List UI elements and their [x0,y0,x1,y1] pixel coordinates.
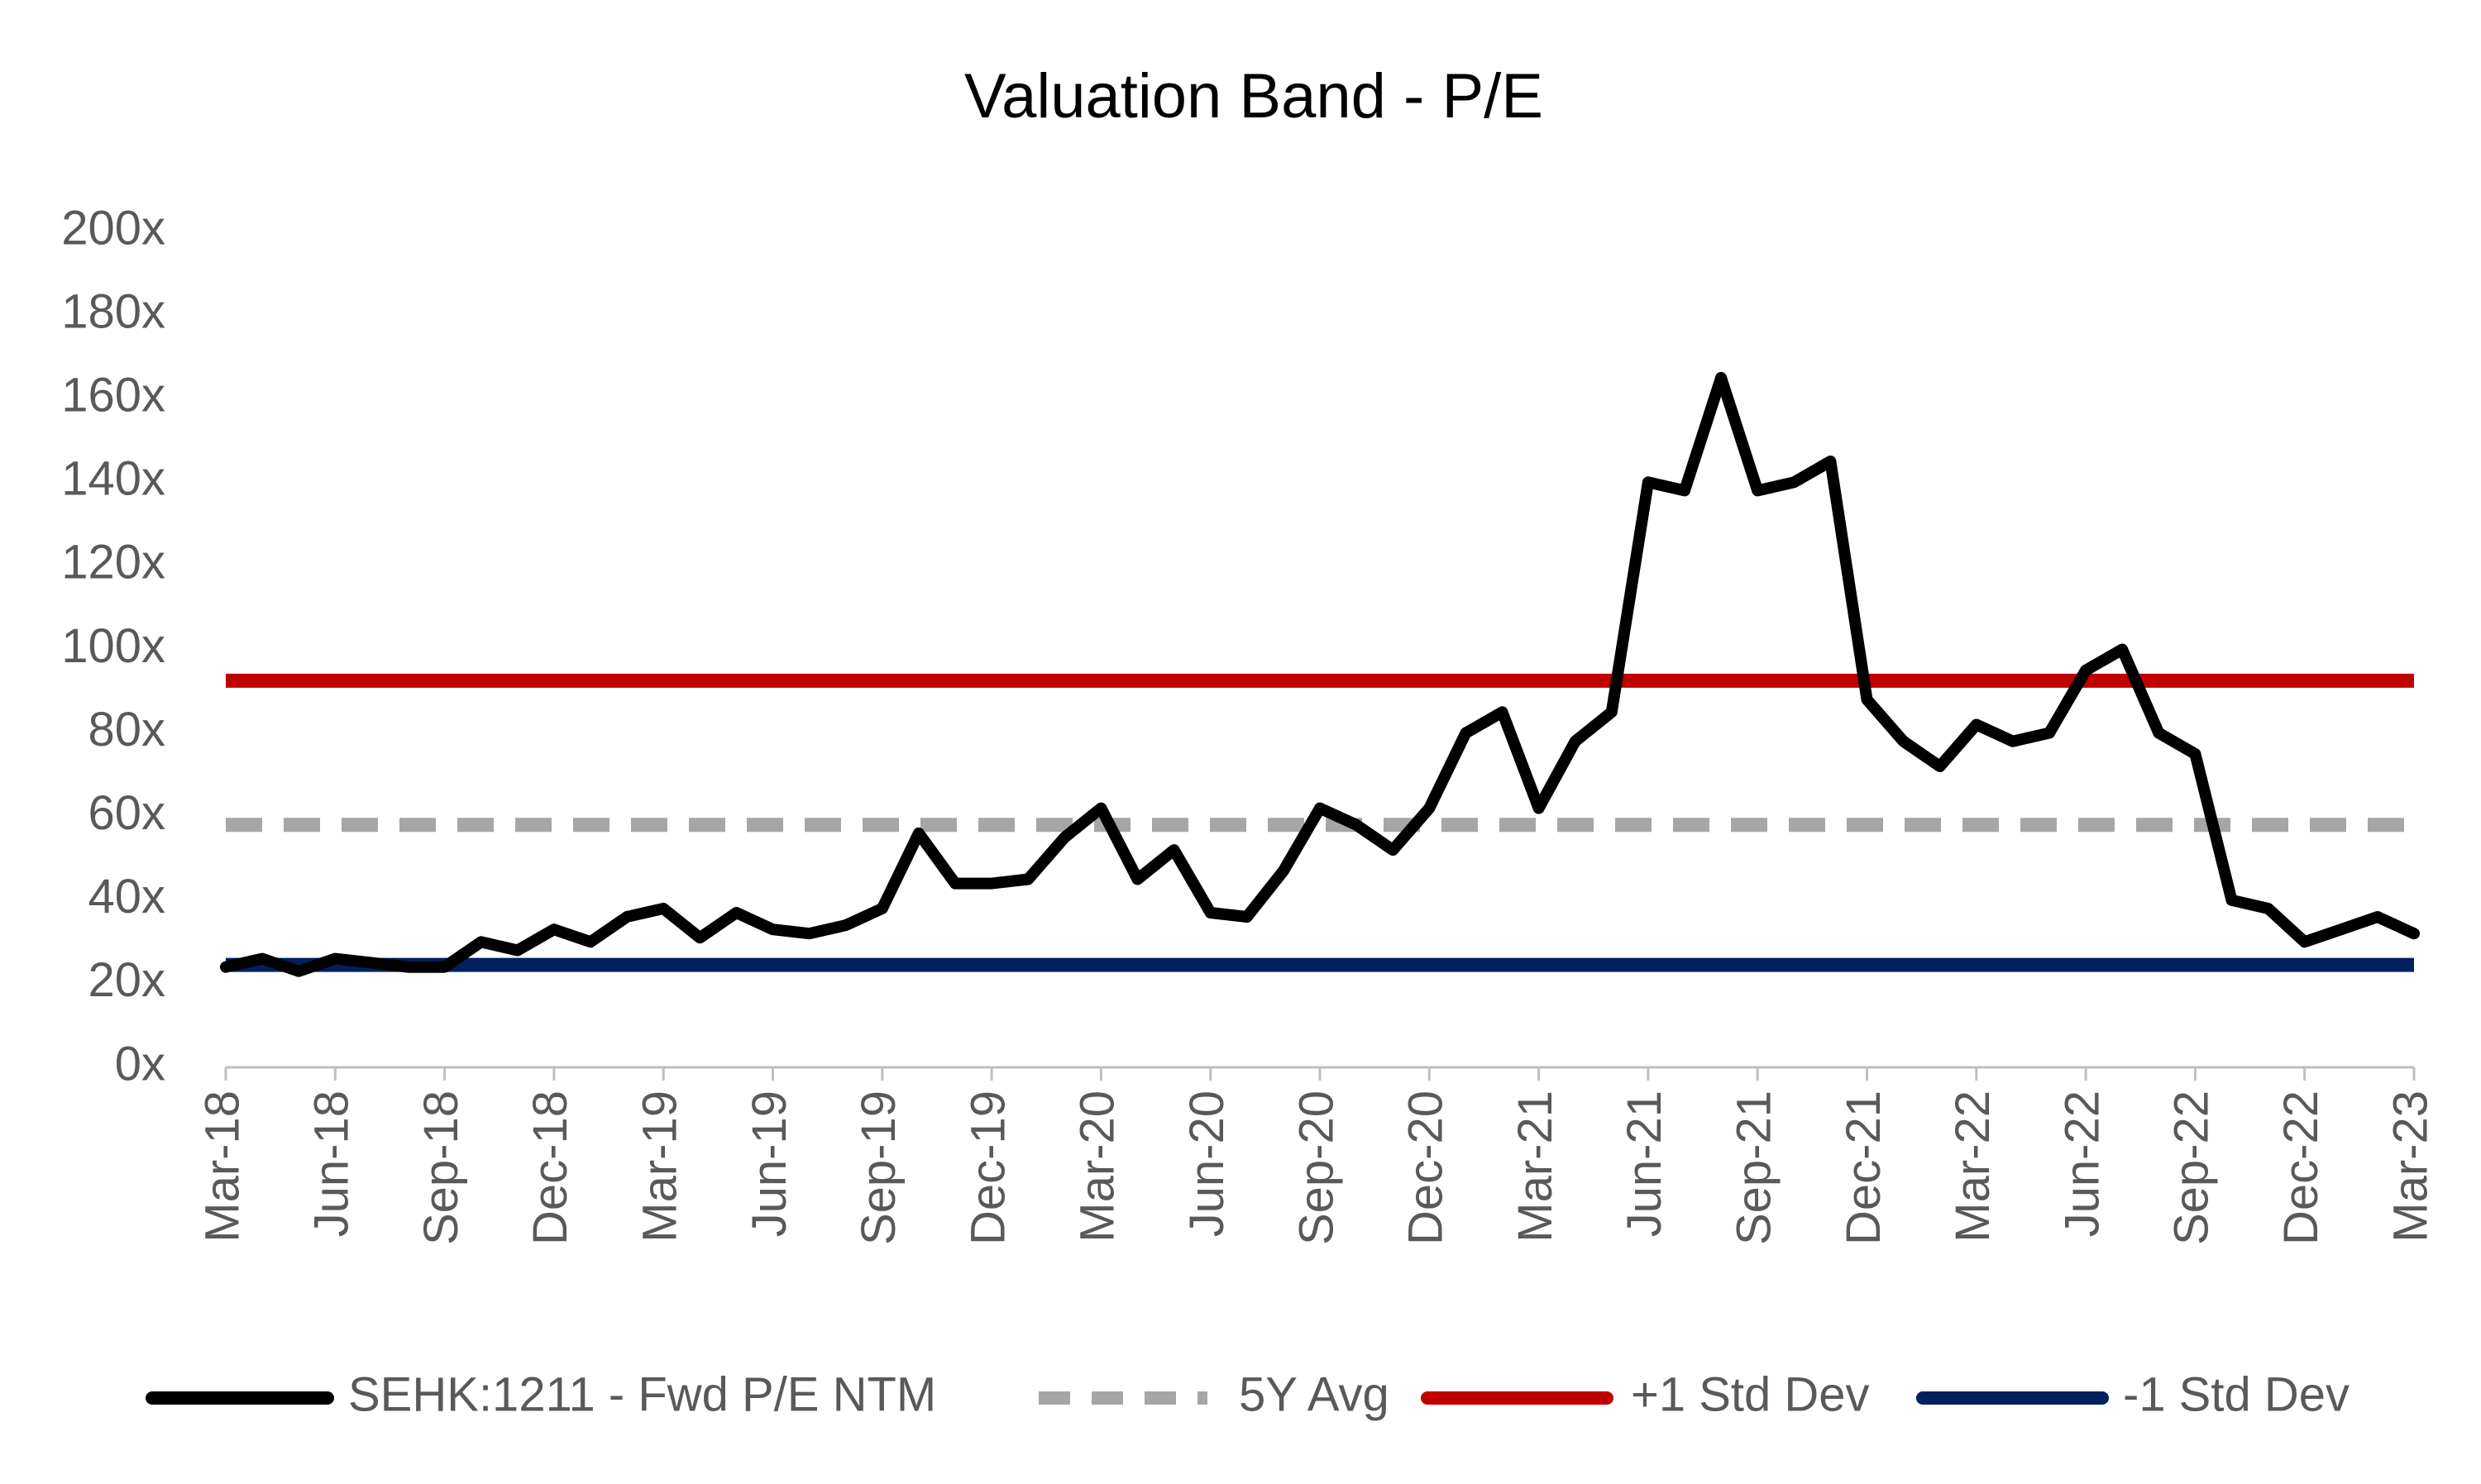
x-tick-label: Dec-21 [1837,1090,1891,1245]
x-tick-label: Sep-22 [2165,1090,2219,1245]
x-tick-label: Dec-20 [1399,1090,1453,1245]
legend-label: SEHK:1211 - Fwd P/E NTM [348,1367,936,1421]
x-tick-label: Jun-18 [305,1090,359,1237]
x-tick-label: Mar-19 [633,1090,687,1243]
x-tick-label: Sep-20 [1289,1090,1343,1245]
x-tick-label: Jun-20 [1180,1090,1234,1237]
x-tick-label: Mar-22 [1946,1090,2000,1243]
x-tick-label: Jun-21 [1618,1090,1671,1237]
x-tick-label: Mar-21 [1508,1090,1562,1243]
y-tick-label: 160x [61,369,165,422]
legend-label: +1 Std Dev [1631,1367,1870,1421]
legend-label: 5Y Avg [1239,1367,1389,1421]
x-tick-label: Jun-19 [743,1090,796,1237]
y-tick-label: 0x [115,1037,165,1090]
x-tick-label: Mar-23 [2383,1090,2437,1243]
x-tick-label: Dec-19 [961,1090,1015,1245]
y-tick-label: 100x [61,619,165,673]
y-tick-label: 180x [61,284,165,338]
x-tick-label: Sep-18 [414,1090,468,1245]
chart-title: Valuation Band - P/E [964,61,1543,131]
y-tick-label: 20x [88,953,165,1007]
y-tick-label: 120x [61,536,165,589]
y-tick-label: 60x [88,786,165,840]
x-tick-label: Jun-22 [2055,1090,2109,1237]
y-tick-label: 140x [61,452,165,506]
y-tick-label: 40x [88,870,165,923]
x-tick-label: Dec-18 [523,1090,577,1245]
x-tick-label: Sep-21 [1728,1090,1781,1245]
y-tick-label: 80x [88,703,165,756]
legend-label: -1 Std Dev [2123,1367,2350,1421]
x-tick-label: Mar-18 [195,1090,249,1243]
y-tick-label: 200x [61,201,165,255]
series-line [220,371,2420,977]
x-tick-label: Mar-20 [1071,1090,1125,1243]
x-tick-label: Sep-19 [852,1090,906,1245]
x-tick-label: Dec-22 [2274,1090,2328,1245]
